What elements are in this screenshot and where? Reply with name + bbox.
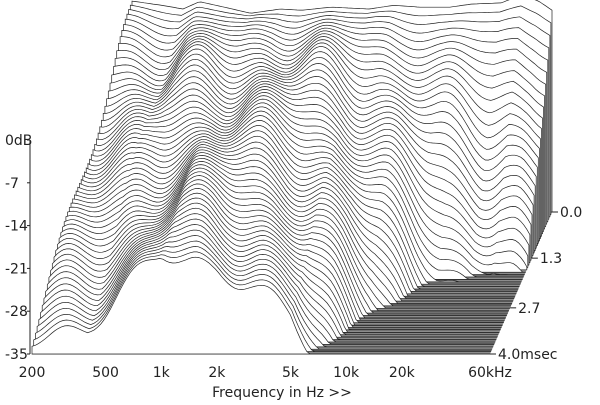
x-tick-labels: 200 500 1k 2k 5k 10k 20k 60kHz — [19, 365, 512, 381]
z-tick-labels: 0.0 1.3 2.7 4.0msec — [490, 205, 582, 363]
x-tick-label: 2k — [208, 365, 226, 381]
z-tick-label: 1.3 — [540, 251, 562, 267]
x-tick-label: 200 — [19, 365, 46, 381]
decay-slices — [31, 0, 553, 355]
x-tick-label: 60kHz — [468, 365, 512, 381]
y-tick-label: -28 — [5, 304, 28, 320]
y-tick-label: 0dB — [5, 133, 32, 149]
z-tick-label: 4.0msec — [498, 347, 558, 363]
x-tick-label: 500 — [92, 365, 119, 381]
z-tick-label: 2.7 — [518, 301, 540, 317]
x-axis-title: Frequency in Hz >> — [212, 385, 352, 401]
y-tick-labels: 0dB -7 -14 -21 -28 -35 — [5, 133, 32, 363]
y-tick-label: -7 — [5, 176, 19, 192]
x-tick-label: 5k — [282, 365, 300, 381]
y-tick-label: -35 — [5, 347, 28, 363]
y-tick-label: -14 — [5, 219, 28, 235]
x-tick-label: 10k — [333, 365, 360, 381]
y-tick-label: -21 — [5, 261, 28, 277]
decay-slice — [31, 256, 490, 355]
x-tick-label: 1k — [153, 365, 171, 381]
x-tick-label: 20k — [389, 365, 416, 381]
z-tick-label: 0.0 — [560, 205, 582, 221]
